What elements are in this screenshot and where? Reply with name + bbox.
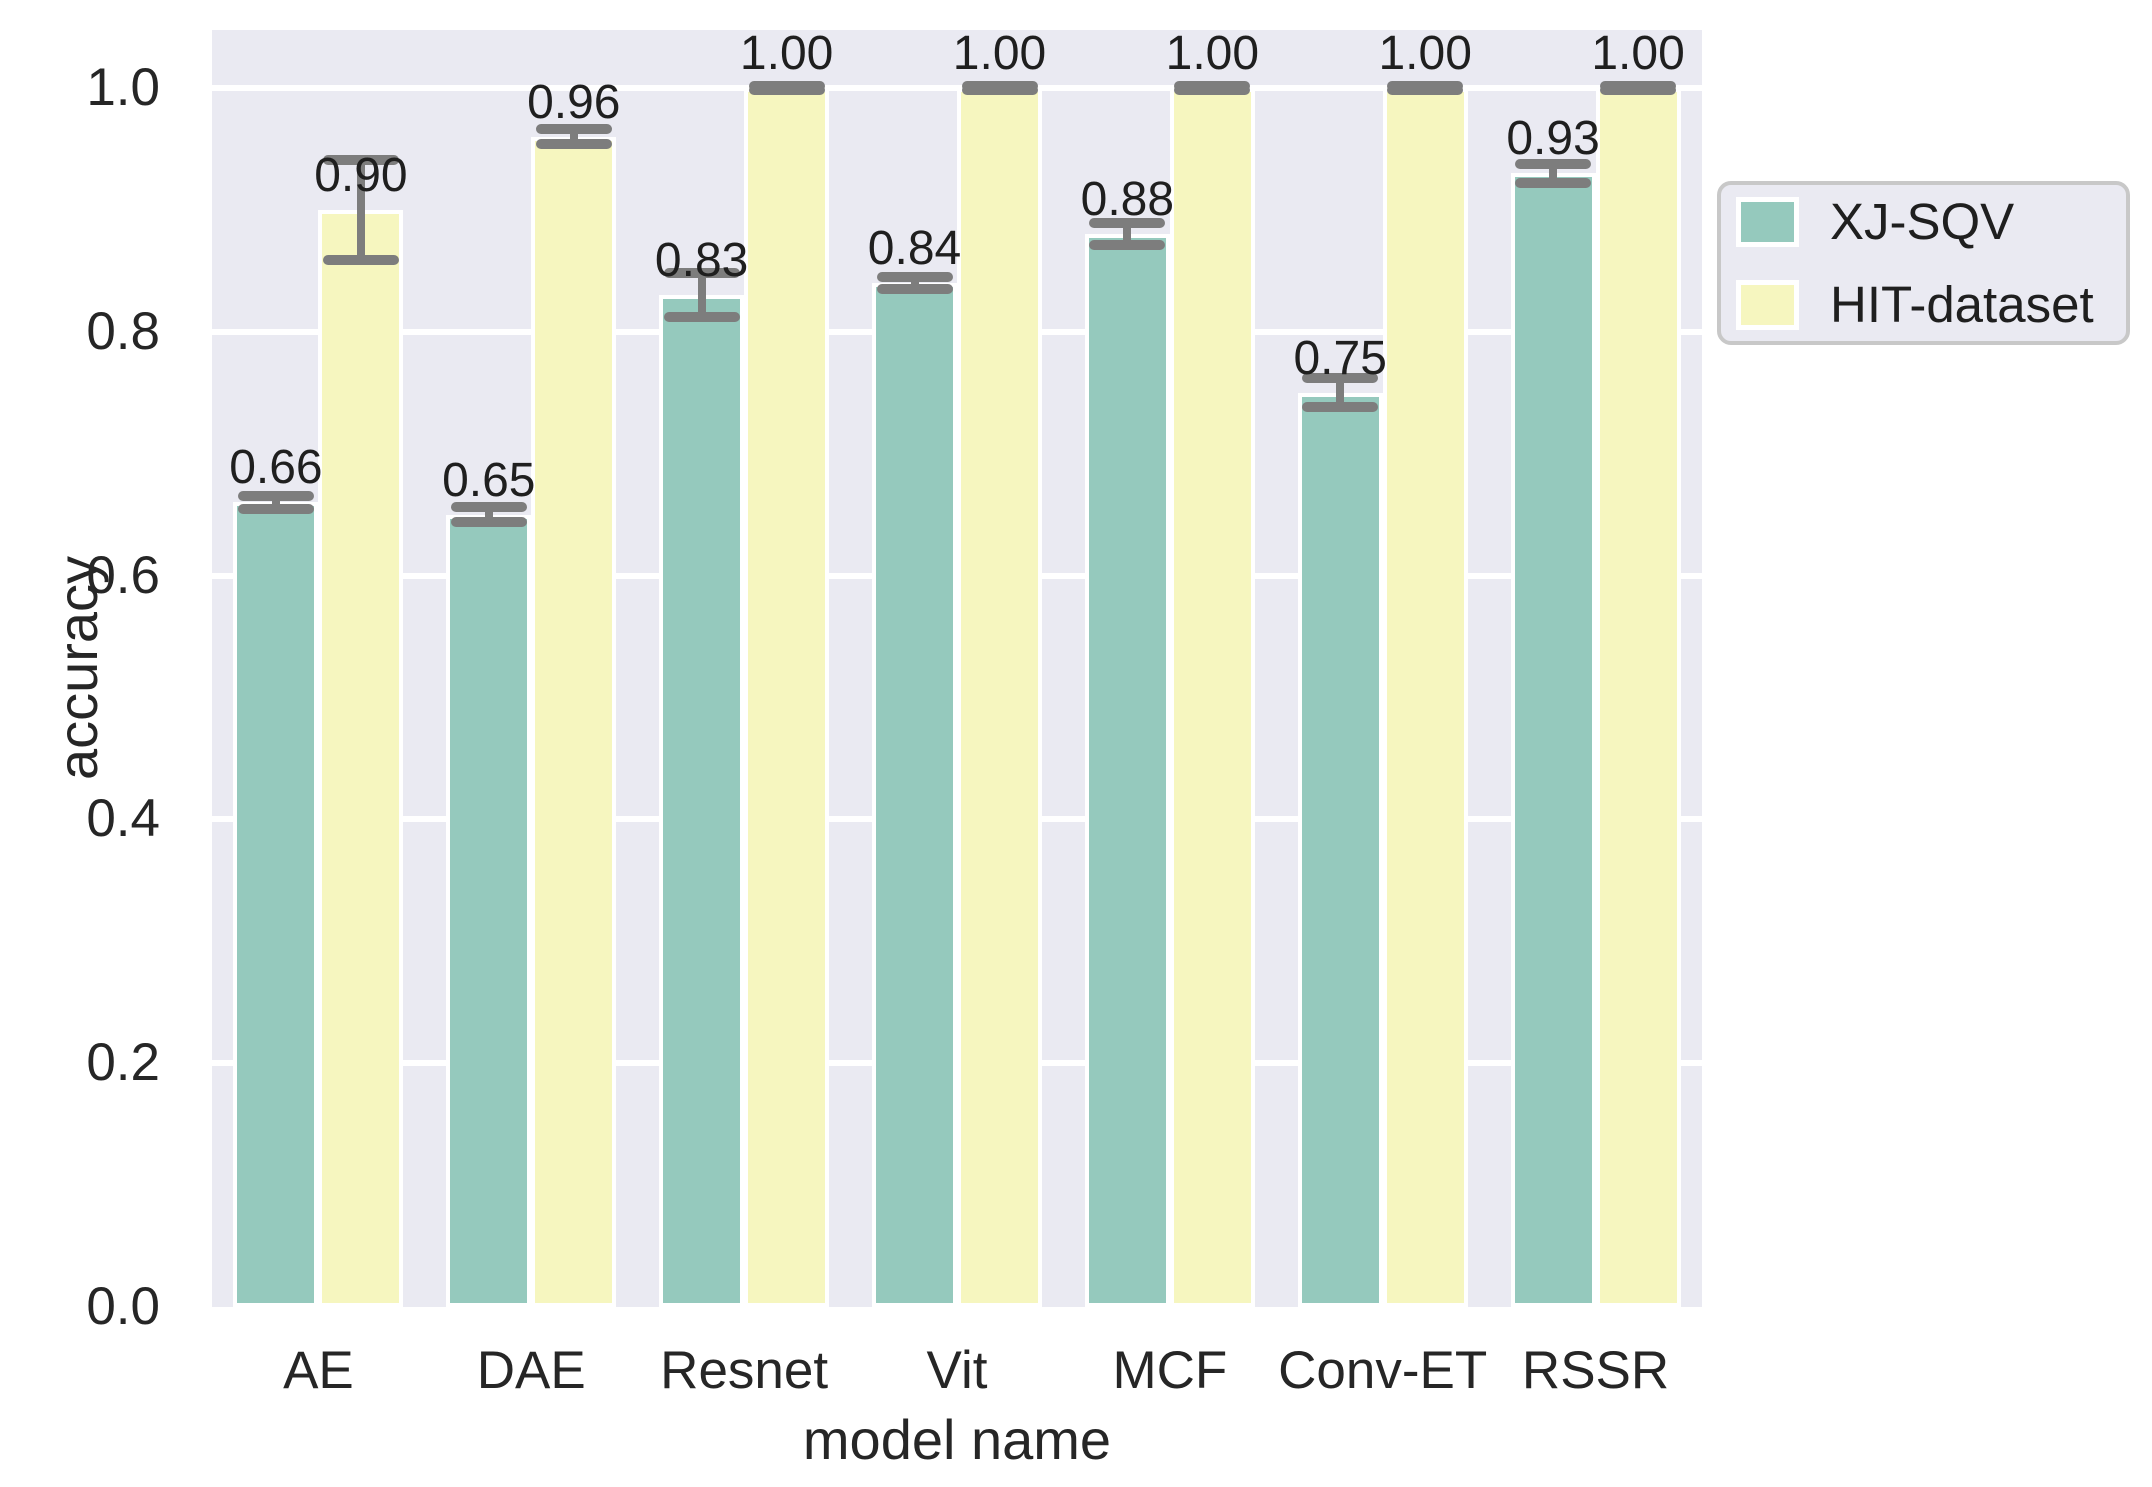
bar-value-label-XJ-SQV-AE: 0.66 — [229, 441, 323, 495]
error-cap-top-XJ-SQV-MCF — [1089, 218, 1166, 229]
bar-value-label-XJ-SQV-Vit: 0.84 — [867, 222, 962, 276]
y-tick-label-0.2: 0.2 — [86, 1033, 160, 1093]
legend: XJ-SQV HIT-dataset — [1717, 181, 2130, 345]
bar-value-label-XJ-SQV-MCF: 0.88 — [1080, 173, 1175, 227]
bar-value-label-HIT-dataset-AE: 0.90 — [314, 148, 408, 202]
legend-item-hit-dataset: HIT-dataset — [1736, 275, 2126, 334]
x-tick-label-RSSR: RSSR — [1521, 1341, 1670, 1400]
bar-value-label-HIT-dataset-MCF: 1.00 — [1165, 27, 1260, 80]
error-cap-bottom-HIT-dataset-DAE — [535, 139, 612, 150]
bar-XJ-SQV-RSSR — [1510, 173, 1596, 1307]
error-cap-top-XJ-SQV-RSSR — [1515, 158, 1592, 169]
error-cap-bottom-HIT-dataset-Conv-ET — [1387, 85, 1464, 96]
error-cap-bottom-XJ-SQV-Vit — [876, 284, 953, 295]
x-tick-label-Conv-ET: Conv-ET — [1278, 1341, 1488, 1400]
error-bar-HIT-dataset-DAE — [569, 129, 578, 145]
error-cap-bottom-XJ-SQV-Conv-ET — [1302, 402, 1379, 413]
bar-XJ-SQV-Vit — [872, 283, 957, 1307]
bar-value-label-HIT-dataset-Conv-ET: 1.00 — [1378, 27, 1472, 80]
error-cap-bottom-HIT-dataset-AE — [322, 254, 399, 265]
y-tick-label-0.4: 0.4 — [86, 789, 160, 849]
error-cap-bottom-HIT-dataset-RSSR — [1600, 85, 1677, 96]
bar-XJ-SQV-AE — [233, 502, 319, 1307]
y-axis-label: accuracy — [46, 555, 109, 781]
error-cap-bottom-HIT-dataset-Resnet — [748, 85, 825, 96]
x-tick-label-Resnet: Resnet — [660, 1341, 829, 1400]
error-bar-XJ-SQV-DAE — [484, 507, 493, 522]
error-cap-top-HIT-dataset-DAE — [535, 124, 612, 135]
bar-value-label-XJ-SQV-Resnet: 0.83 — [654, 234, 749, 288]
y-tick-label-0.0: 0.0 — [86, 1277, 160, 1336]
error-cap-bottom-XJ-SQV-DAE — [450, 516, 527, 527]
y-tick-label-1.0: 1.0 — [86, 58, 160, 117]
error-cap-bottom-XJ-SQV-AE — [237, 503, 314, 514]
x-tick-label-Vit: Vit — [926, 1341, 988, 1400]
bar-value-label-HIT-dataset-Vit: 1.00 — [952, 27, 1047, 80]
error-bar-XJ-SQV-AE — [271, 496, 280, 509]
error-cap-bottom-HIT-dataset-MCF — [1174, 85, 1251, 96]
bar-HIT-dataset-AE — [318, 209, 404, 1307]
bar-value-label-XJ-SQV-DAE: 0.65 — [442, 453, 536, 507]
error-cap-bottom-XJ-SQV-Resnet — [663, 312, 740, 323]
error-bar-XJ-SQV-MCF — [1123, 223, 1132, 246]
y-tick-label-0.8: 0.8 — [86, 301, 160, 361]
error-cap-top-HIT-dataset-AE — [322, 154, 399, 165]
bar-XJ-SQV-Resnet — [659, 295, 745, 1307]
error-bar-XJ-SQV-RSSR — [1549, 163, 1558, 184]
bar-HIT-dataset-MCF — [1169, 88, 1255, 1307]
error-cap-bottom-HIT-dataset-Vit — [961, 85, 1038, 96]
error-bar-HIT-dataset-AE — [356, 159, 365, 260]
error-bar-XJ-SQV-Resnet — [697, 273, 706, 318]
y-tick-label-0.6: 0.6 — [86, 545, 160, 605]
bar-HIT-dataset-RSSR — [1595, 88, 1681, 1307]
bar-HIT-dataset-Vit — [957, 88, 1042, 1307]
error-bar-XJ-SQV-Conv-ET — [1336, 378, 1345, 408]
x-tick-label-AE: AE — [283, 1341, 354, 1400]
x-tick-label-MCF: MCF — [1112, 1341, 1228, 1400]
error-bar-XJ-SQV-Vit — [910, 276, 919, 290]
bar-value-label-HIT-dataset-RSSR: 1.00 — [1591, 27, 1685, 80]
bar-XJ-SQV-MCF — [1084, 234, 1170, 1307]
error-cap-bottom-XJ-SQV-RSSR — [1515, 178, 1592, 189]
error-cap-top-XJ-SQV-Conv-ET — [1302, 373, 1379, 384]
bar-value-label-XJ-SQV-Conv-ET: 0.75 — [1293, 331, 1387, 385]
bar-value-label-HIT-dataset-DAE: 0.96 — [527, 75, 621, 129]
legend-swatch-xj-sqv — [1736, 196, 1799, 247]
error-cap-top-XJ-SQV-Resnet — [663, 268, 740, 279]
error-cap-bottom-XJ-SQV-MCF — [1089, 240, 1166, 251]
error-cap-top-XJ-SQV-AE — [237, 491, 314, 502]
error-cap-top-XJ-SQV-DAE — [450, 502, 527, 513]
bar-HIT-dataset-Conv-ET — [1382, 88, 1468, 1307]
legend-item-xj-sqv: XJ-SQV — [1736, 192, 2126, 251]
legend-label-hit-dataset: HIT-dataset — [1830, 276, 2094, 333]
error-cap-top-XJ-SQV-Vit — [876, 271, 953, 282]
bar-value-label-HIT-dataset-Resnet: 1.00 — [739, 27, 834, 80]
bar-XJ-SQV-DAE — [446, 514, 532, 1307]
bar-XJ-SQV-Conv-ET — [1297, 392, 1383, 1307]
x-axis-label: model name — [802, 1408, 1112, 1471]
bar-value-label-XJ-SQV-RSSR: 0.93 — [1506, 112, 1600, 166]
legend-label-xj-sqv: XJ-SQV — [1830, 193, 2015, 250]
x-tick-label-DAE: DAE — [476, 1341, 586, 1400]
bar-HIT-dataset-DAE — [531, 136, 617, 1307]
legend-swatch-hit-dataset — [1736, 279, 1799, 330]
